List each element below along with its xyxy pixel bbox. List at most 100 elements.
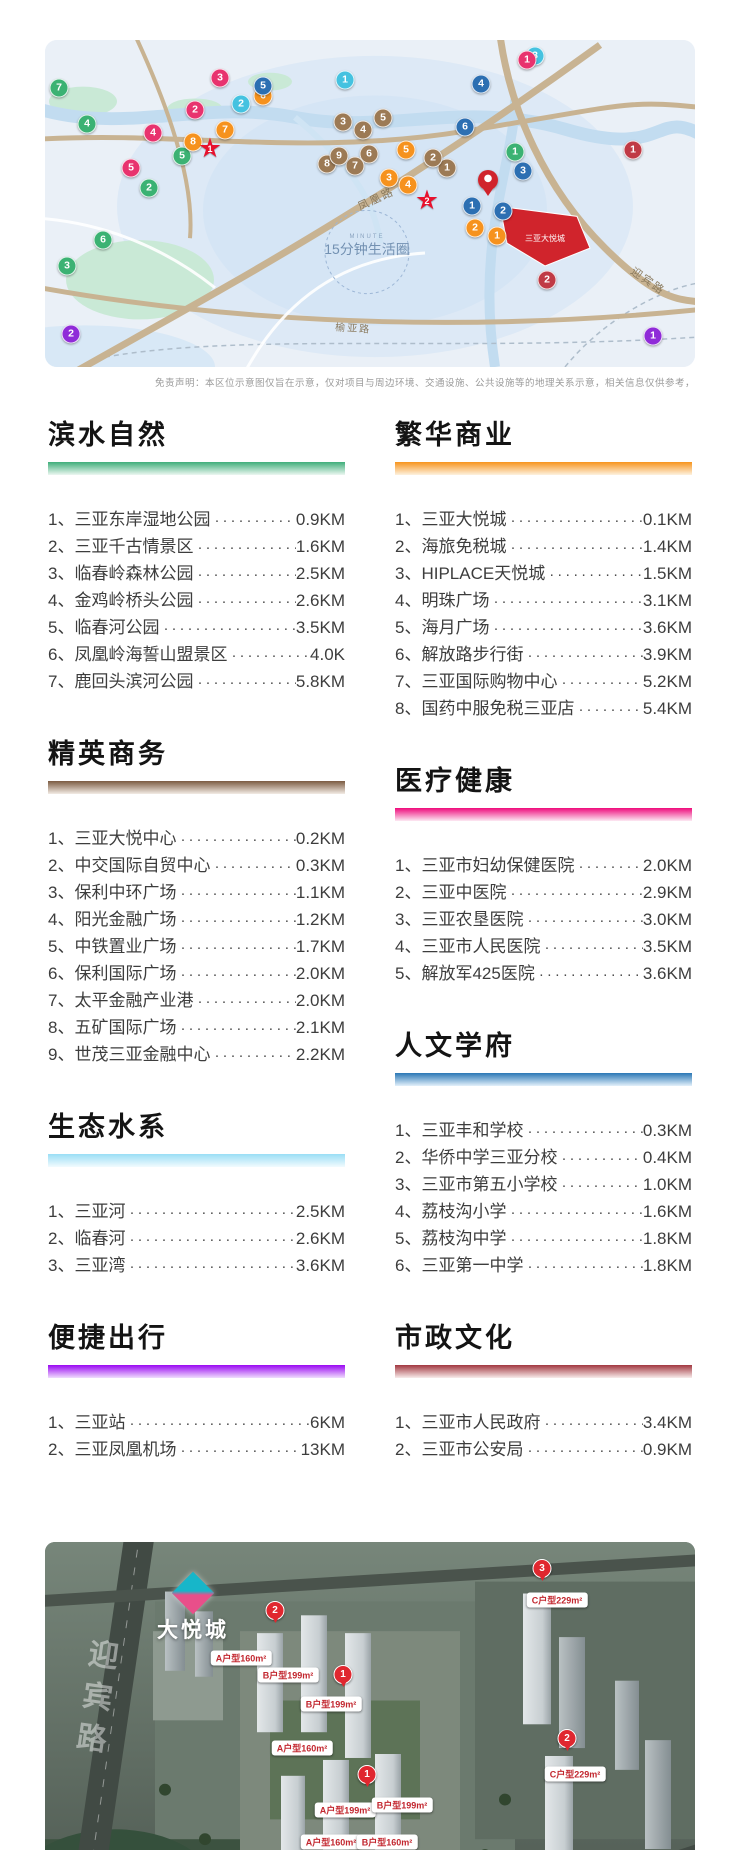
poi-list-item: 6、保利国际广场 ·······························… (48, 961, 345, 988)
map-marker-education: 2 (493, 201, 513, 221)
item-leader: ········································… (578, 858, 643, 875)
phase-pin: 2 (265, 1601, 285, 1620)
item-name: 4、阳光金融广场 (48, 910, 177, 929)
item-name: 5、荔枝沟中学 (395, 1229, 507, 1248)
section-title: 精英商务 (48, 739, 168, 769)
poi-section-education: 人文学府 1、三亚丰和学校 ··························… (395, 1024, 692, 1280)
item-leader: ········································… (214, 512, 295, 529)
poi-list-item: 4、荔枝沟小学 ································… (395, 1199, 692, 1226)
unit-type-label: A户型160m² (300, 1834, 362, 1850)
item-distance: 2.2KM (295, 1045, 345, 1064)
item-name: 6、凤凰岭海誓山盟景区 (48, 645, 228, 664)
unit-type-label: A户型199m² (314, 1802, 376, 1818)
unit-type-label: B户型199m² (257, 1667, 319, 1683)
item-name: 3、临春岭森林公园 (48, 564, 194, 583)
map-marker-business: 1 (487, 226, 507, 246)
item-leader: ········································… (510, 885, 642, 902)
item-name: 1、三亚市人民政府 (395, 1413, 541, 1432)
item-name: 2、三亚凤凰机场 (48, 1440, 177, 1459)
poi-list-item: 8、国药中服免税三亚店 ····························… (395, 696, 692, 723)
poi-list-item: 6、凤凰岭海誓山盟景区 ····························… (48, 642, 345, 669)
section-bar (395, 462, 692, 475)
item-distance: 3.1KM (642, 591, 692, 610)
item-distance: 4.0K (310, 645, 345, 664)
item-distance: 2.0KM (295, 964, 345, 983)
item-distance: 3.6KM (642, 618, 692, 637)
item-leader: ········································… (510, 539, 642, 556)
item-distance: 0.9KM (642, 1440, 692, 1459)
item-name: 3、三亚市第五小学校 (395, 1175, 558, 1194)
sections-left-column: 滨水自然 1、三亚东岸湿地公园 ························… (48, 413, 345, 1500)
map-marker-transport: 2 (61, 324, 81, 344)
joycity-logo: 大悦城 (157, 1571, 229, 1644)
item-distance: 0.3KM (642, 1121, 692, 1140)
item-distance: 1.5KM (642, 564, 692, 583)
poi-list-item: 4、金鸡岭桥头公园 ······························… (48, 588, 345, 615)
item-distance: 1.4KM (642, 537, 692, 556)
item-name: 2、临春河 (48, 1229, 126, 1248)
item-name: 3、保利中环广场 (48, 883, 177, 902)
map-marker-medical: 2 (185, 100, 205, 120)
poi-section-medical: 医疗健康 1、三亚市妇幼保健医院 ·······················… (395, 759, 692, 988)
item-name: 2、海旅免税城 (395, 537, 507, 556)
poi-list-item: 2、三亚市公安局 ·······························… (395, 1437, 692, 1464)
item-name: 2、三亚市公安局 (395, 1440, 524, 1459)
item-distance: 13KM (300, 1440, 345, 1459)
item-distance: 3.6KM (642, 964, 692, 983)
item-name: 3、HIPLACE天悦城 (395, 564, 546, 583)
item-distance: 6KM (310, 1413, 345, 1432)
poi-list-item: 3、保利中环广场 ·······························… (48, 880, 345, 907)
item-name: 8、国药中服免税三亚店 (395, 699, 575, 718)
item-distance: 3.5KM (295, 618, 345, 637)
map-marker-nature: 6 (93, 230, 113, 250)
item-leader: ········································… (180, 885, 296, 902)
poi-list-item: 1、三亚东岸湿地公园 ·····························… (48, 507, 345, 534)
unit-type-label: C户型229m² (526, 1592, 588, 1608)
section-title: 市政文化 (395, 1323, 515, 1353)
map-marker-business: 5 (396, 140, 416, 160)
map-marker-office: 4 (353, 120, 373, 140)
map-marker-office: 7 (345, 156, 365, 176)
poi-list-item: 3、三亚农垦医院 ·······························… (395, 907, 692, 934)
poi-section-nature: 滨水自然 1、三亚东岸湿地公园 ························… (48, 413, 345, 696)
map-marker-civic: 2 (537, 270, 557, 290)
section-list: 1、三亚大悦中心 ·······························… (48, 826, 345, 1069)
item-name: 1、三亚东岸湿地公园 (48, 510, 211, 529)
item-name: 1、三亚河 (48, 1202, 126, 1221)
poi-list-item: 7、鹿回头滨河公园 ······························… (48, 669, 345, 696)
map-marker-medical: 5 (121, 158, 141, 178)
item-distance: 0.2KM (295, 829, 345, 848)
item-distance: 3.0KM (642, 910, 692, 929)
item-leader: ········································… (544, 1415, 642, 1432)
item-distance: 0.1KM (642, 510, 692, 529)
poi-list-item: 1、三亚市人民政府 ······························… (395, 1410, 692, 1437)
unit-type-label: A户型160m² (271, 1740, 333, 1756)
section-list: 1、三亚丰和学校 ·······························… (395, 1118, 692, 1280)
item-leader: ········································… (180, 1442, 301, 1459)
project-pin-icon (478, 170, 498, 190)
item-name: 2、华侨中学三亚分校 (395, 1148, 558, 1167)
item-leader: ········································… (180, 831, 296, 848)
item-distance: 0.3KM (295, 856, 345, 875)
item-leader: ········································… (493, 593, 642, 610)
poi-list-item: 7、三亚国际购物中心 ·····························… (395, 669, 692, 696)
section-bar (48, 781, 345, 794)
item-name: 4、金鸡岭桥头公园 (48, 591, 194, 610)
poi-list-item: 2、三亚凤凰机场 ·······························… (48, 1437, 345, 1464)
item-leader: ········································… (214, 858, 295, 875)
item-leader: ········································… (527, 1123, 643, 1140)
section-title: 繁华商业 (395, 420, 515, 450)
item-leader: ········································… (197, 674, 295, 691)
item-distance: 2.6KM (295, 1229, 345, 1248)
map-marker-business: 3 (379, 168, 399, 188)
phase-pin: 1 (357, 1765, 377, 1784)
item-leader: ········································… (527, 1258, 643, 1275)
item-name: 4、三亚市人民医院 (395, 937, 541, 956)
item-name: 3、三亚湾 (48, 1256, 126, 1275)
item-name: 5、临春河公园 (48, 618, 160, 637)
item-leader: ········································… (578, 701, 643, 718)
item-leader: ········································… (538, 966, 643, 983)
item-name: 4、荔枝沟小学 (395, 1202, 507, 1221)
item-distance: 2.0KM (295, 991, 345, 1010)
